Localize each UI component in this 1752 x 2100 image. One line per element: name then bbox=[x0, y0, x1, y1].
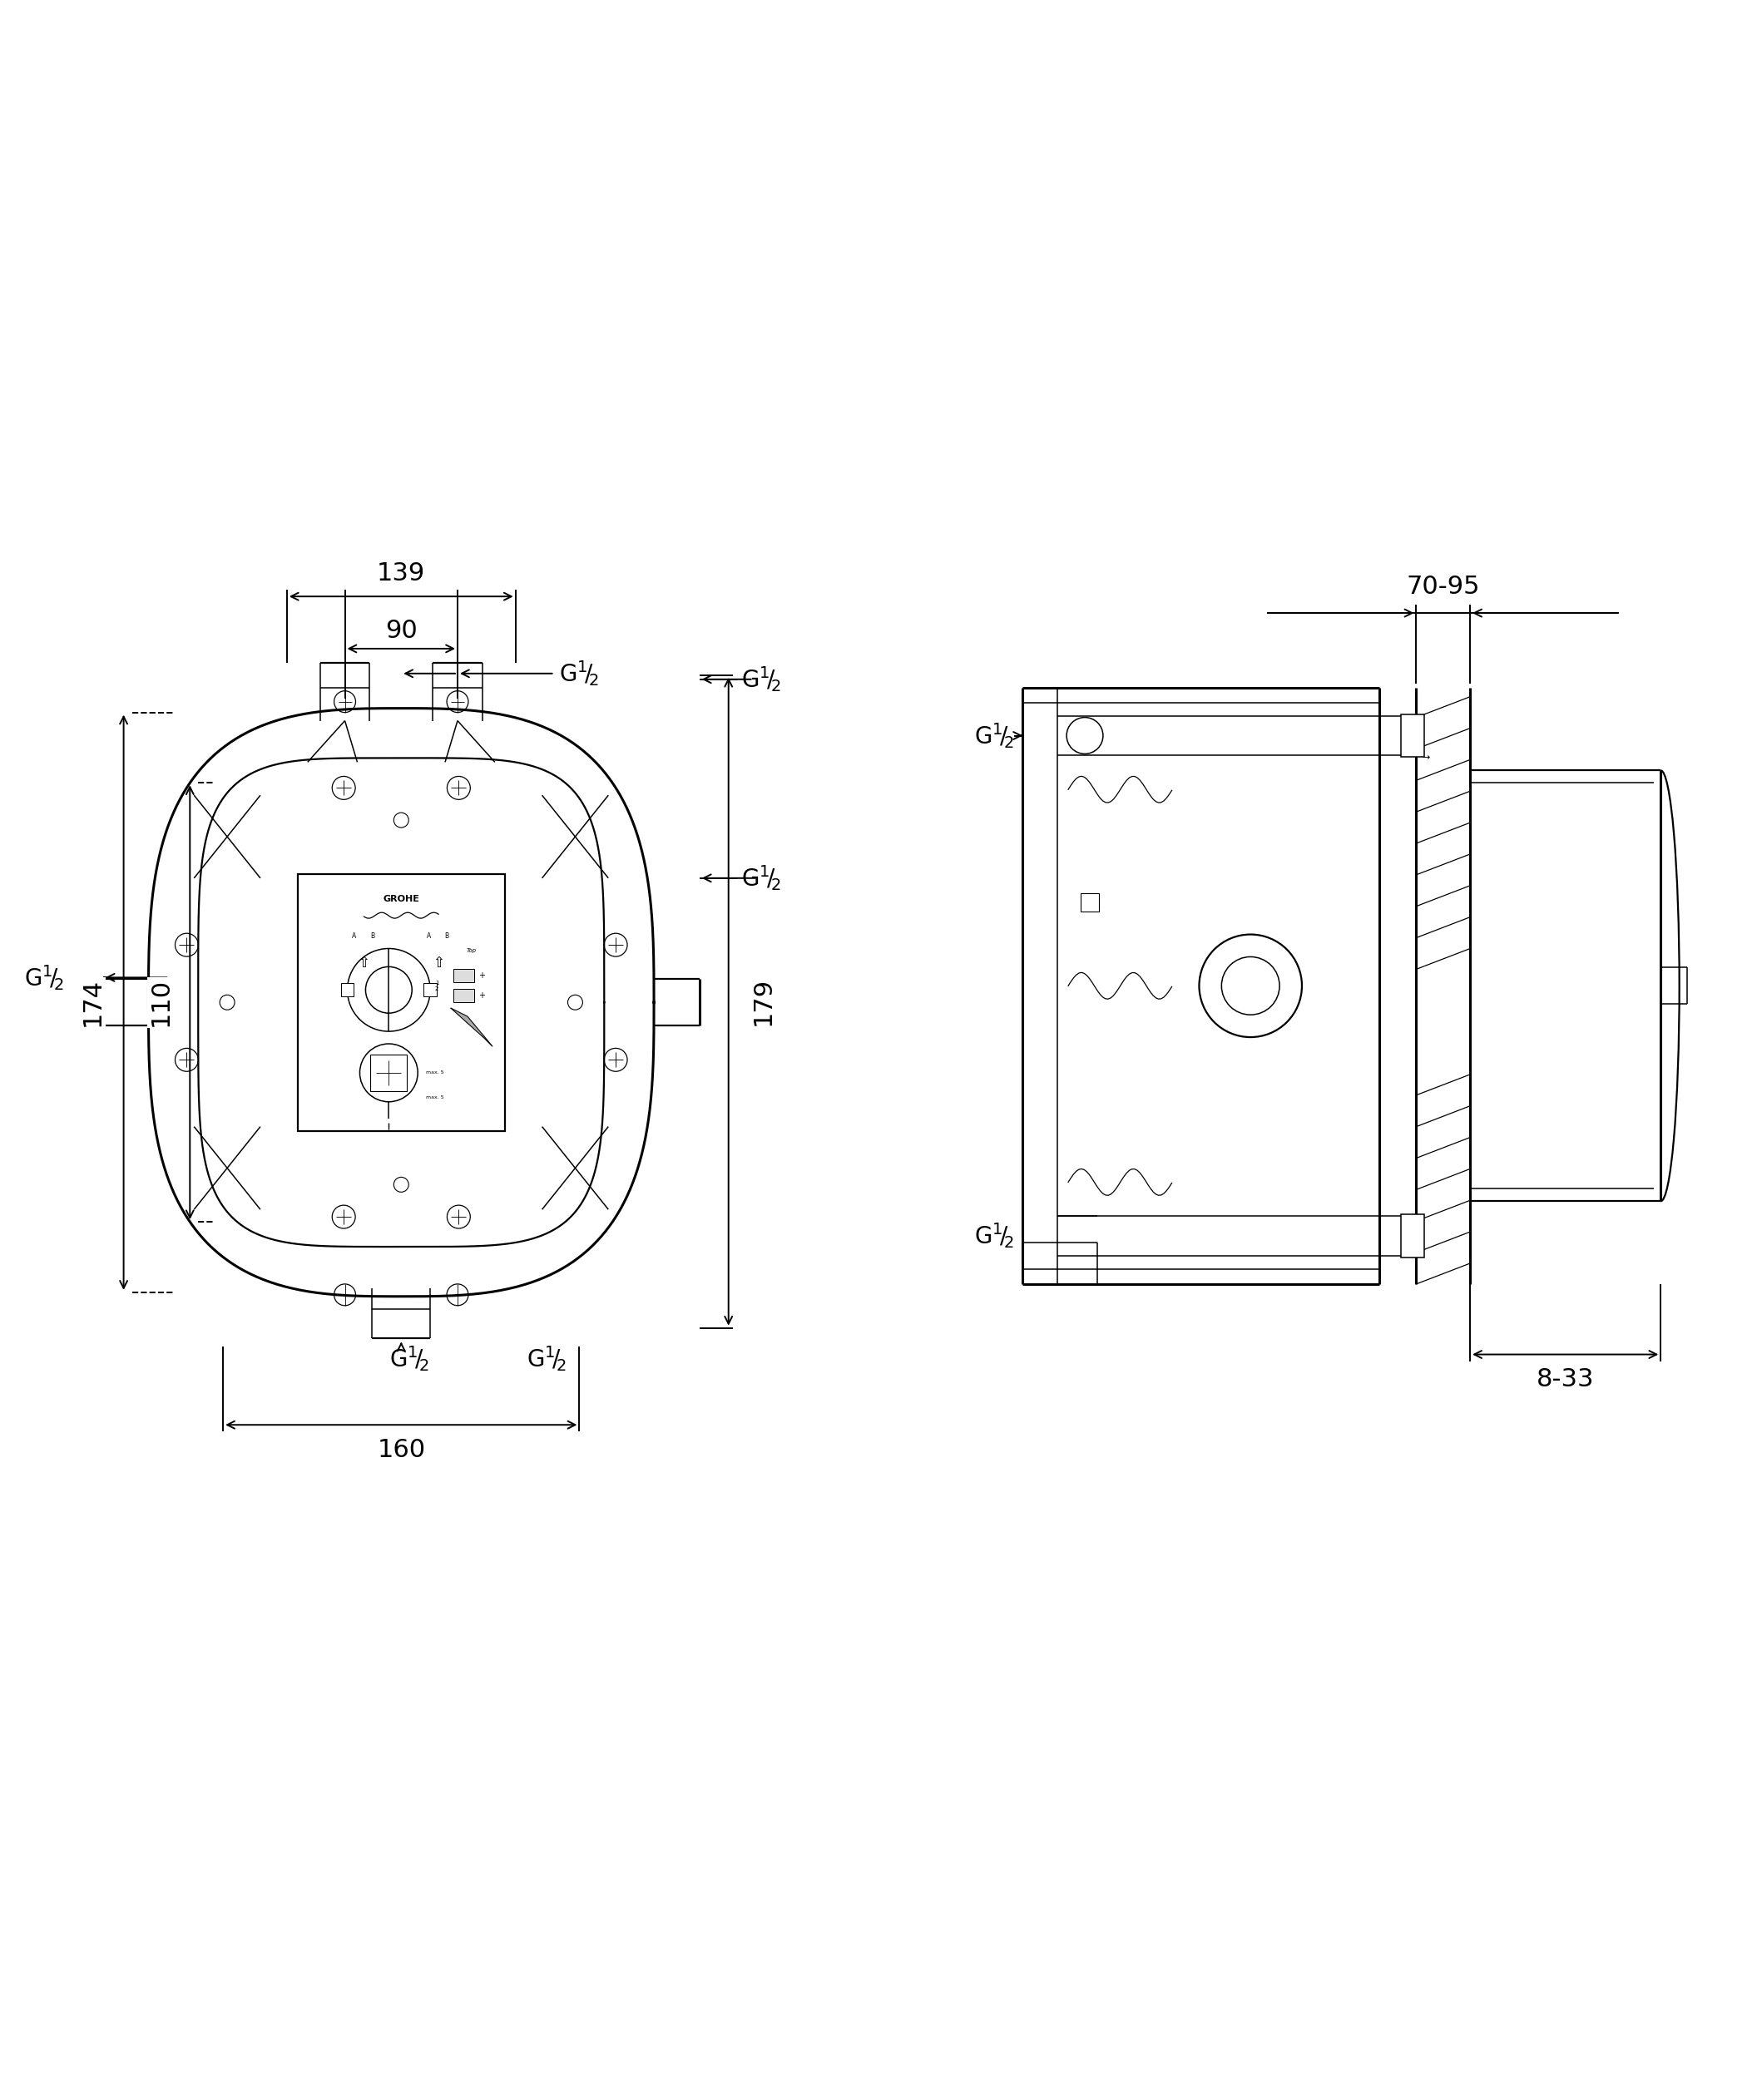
Bar bbox=[1402, 1214, 1424, 1258]
Text: G$^1\!/\!_2$: G$^1\!/\!_2$ bbox=[741, 863, 781, 892]
Text: 179: 179 bbox=[752, 976, 776, 1025]
Text: 90: 90 bbox=[385, 617, 417, 643]
Bar bbox=[340, 983, 354, 998]
Text: G$^1\!/\!_2$: G$^1\!/\!_2$ bbox=[25, 964, 65, 991]
Text: +: + bbox=[478, 972, 485, 981]
Text: B: B bbox=[370, 932, 375, 941]
Text: 8-33: 8-33 bbox=[1537, 1367, 1594, 1392]
Text: 160: 160 bbox=[377, 1439, 426, 1462]
Text: 1
2: 1 2 bbox=[434, 981, 438, 991]
Text: G$^1\!/\!_2$: G$^1\!/\!_2$ bbox=[974, 1222, 1014, 1250]
Text: 139: 139 bbox=[377, 561, 426, 586]
Text: Top: Top bbox=[466, 949, 477, 953]
Text: B: B bbox=[445, 932, 449, 941]
Text: G$^1\!/\!_2$: G$^1\!/\!_2$ bbox=[526, 1344, 566, 1373]
Bar bbox=[424, 983, 436, 998]
Bar bbox=[1081, 892, 1099, 911]
Text: G$^1\!/\!_2$: G$^1\!/\!_2$ bbox=[389, 1344, 429, 1373]
Text: 174: 174 bbox=[81, 979, 103, 1027]
Text: A: A bbox=[352, 932, 356, 941]
Text: +: + bbox=[478, 991, 485, 1000]
Text: G$^1\!/\!_2$: G$^1\!/\!_2$ bbox=[559, 659, 599, 689]
Bar bbox=[454, 989, 475, 1002]
Text: GROHE: GROHE bbox=[384, 895, 419, 903]
Text: →: → bbox=[1423, 754, 1430, 762]
Text: 110: 110 bbox=[149, 979, 173, 1027]
Text: G$^1\!/\!_2$: G$^1\!/\!_2$ bbox=[741, 666, 781, 693]
Text: ⇧: ⇧ bbox=[357, 956, 370, 970]
Bar bbox=[298, 874, 505, 1130]
Polygon shape bbox=[450, 1008, 492, 1046]
Text: 70-95: 70-95 bbox=[1407, 575, 1480, 598]
Bar bbox=[1402, 714, 1424, 758]
Text: G$^1\!/\!_2$: G$^1\!/\!_2$ bbox=[974, 720, 1014, 750]
Text: max. 5: max. 5 bbox=[426, 1096, 443, 1100]
Text: ⇧: ⇧ bbox=[433, 956, 445, 970]
Bar bbox=[370, 1054, 406, 1092]
Text: max. 5: max. 5 bbox=[426, 1071, 443, 1075]
Text: A: A bbox=[426, 932, 431, 941]
Bar bbox=[454, 970, 475, 983]
